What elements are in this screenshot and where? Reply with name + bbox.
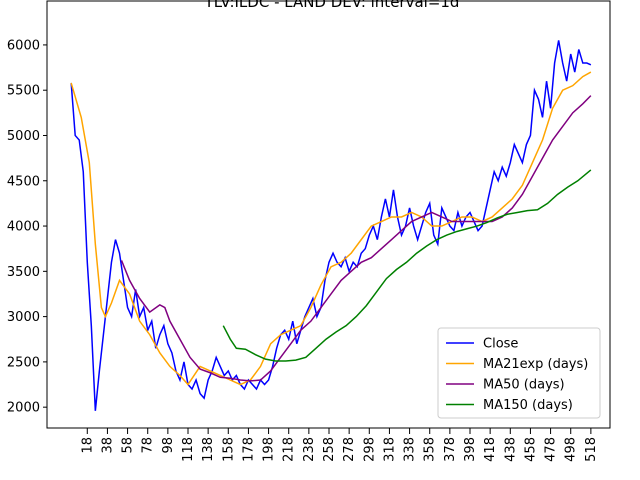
- legend-box: [437, 327, 601, 419]
- y-tick-label: 2500: [7, 355, 40, 370]
- line-series: [70, 40, 592, 411]
- x-tick-label: 18: [80, 437, 95, 454]
- x-tick-label: 278: [342, 437, 357, 462]
- x-tick-label: 198: [262, 437, 277, 462]
- y-tick-label: 3500: [7, 265, 40, 280]
- x-tick-label: 298: [362, 437, 377, 462]
- x-tick-label: 78: [141, 437, 156, 454]
- legend-label: MA50 (days): [483, 378, 565, 393]
- line-series: [222, 169, 592, 362]
- legend-label: MA21exp (days): [483, 357, 588, 372]
- legend-label: MA150 (days): [483, 398, 573, 413]
- x-tick-label: 58: [121, 437, 136, 454]
- y-tick-label: 4000: [7, 220, 40, 235]
- y-tick-label: 2000: [7, 401, 40, 416]
- x-tick-label: 398: [463, 437, 478, 462]
- x-tick-label: 338: [403, 437, 418, 462]
- x-tick-label: 358: [423, 437, 438, 462]
- x-tick-label: 238: [302, 437, 317, 462]
- line-series: [70, 71, 592, 386]
- y-tick-label: 5500: [7, 84, 40, 99]
- y-tick-label: 5000: [7, 129, 40, 144]
- x-tick-label: 258: [322, 437, 337, 462]
- x-tick-label: 498: [564, 437, 579, 462]
- x-tick-label: 478: [544, 437, 559, 462]
- x-tick-label: 138: [201, 437, 216, 462]
- y-tick-label: 4500: [7, 174, 40, 189]
- y-tick-label: 6000: [7, 38, 40, 53]
- line-series: [120, 95, 592, 382]
- x-tick-label: 458: [523, 437, 538, 462]
- legend-label: Close: [483, 337, 518, 352]
- x-tick-label: 118: [181, 437, 196, 462]
- x-tick-label: 218: [282, 437, 297, 462]
- x-tick-label: 378: [443, 437, 458, 462]
- x-tick-label: 318: [382, 437, 397, 462]
- y-tick-label: 3000: [7, 310, 40, 325]
- x-tick-label: 438: [503, 437, 518, 462]
- x-tick-label: 418: [483, 437, 498, 462]
- x-tick-label: 178: [241, 437, 256, 462]
- chart-title: TLV:ILDC - LAND DEV: interval=1d: [204, 0, 460, 11]
- x-tick-label: 38: [100, 437, 115, 454]
- x-tick-label: 158: [221, 437, 236, 462]
- x-tick-label: 98: [161, 437, 176, 454]
- x-tick-label: 518: [584, 437, 599, 462]
- plot-frame: [46, 0, 611, 429]
